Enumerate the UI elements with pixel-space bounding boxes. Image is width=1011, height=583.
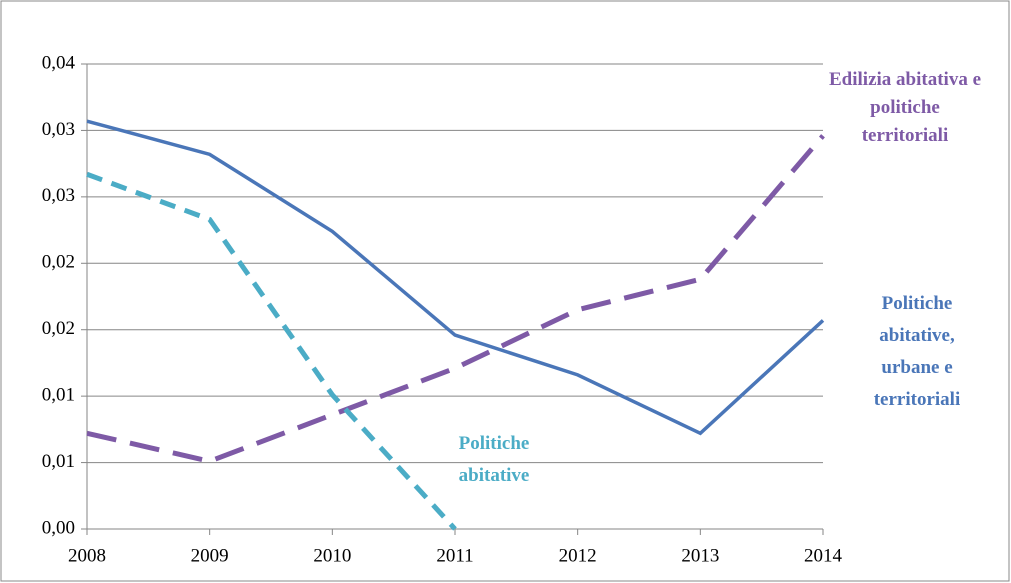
- x-tick-label: 2008: [68, 545, 106, 566]
- series-label: Edilizia abitativa e politiche territori…: [829, 69, 981, 146]
- x-tick-label: 2009: [191, 545, 229, 566]
- series-label: Politiche abitative: [458, 433, 530, 486]
- y-tick-label: 0,04: [42, 52, 76, 73]
- y-tick-label: 0,02: [42, 318, 75, 339]
- line-series: [86, 171, 457, 531]
- y-tick-label: 0,01: [42, 451, 75, 472]
- x-tick-label: 2010: [313, 545, 351, 566]
- y-tick-label: 0,03: [42, 185, 75, 206]
- line-series: [86, 119, 825, 436]
- x-tick-label: 2014: [804, 545, 843, 566]
- x-tick-label: 2011: [436, 545, 473, 566]
- x-tick-label: 2012: [559, 545, 597, 566]
- series-label: Politiche abitative, urbane e territoria…: [873, 293, 961, 410]
- y-tick-label: 0,02: [42, 252, 75, 273]
- x-tick-label: 2013: [681, 545, 719, 566]
- y-tick-label: 0,03: [42, 119, 75, 140]
- y-tick-label: 0,01: [42, 385, 75, 406]
- y-tick-label: 0,00: [42, 517, 75, 538]
